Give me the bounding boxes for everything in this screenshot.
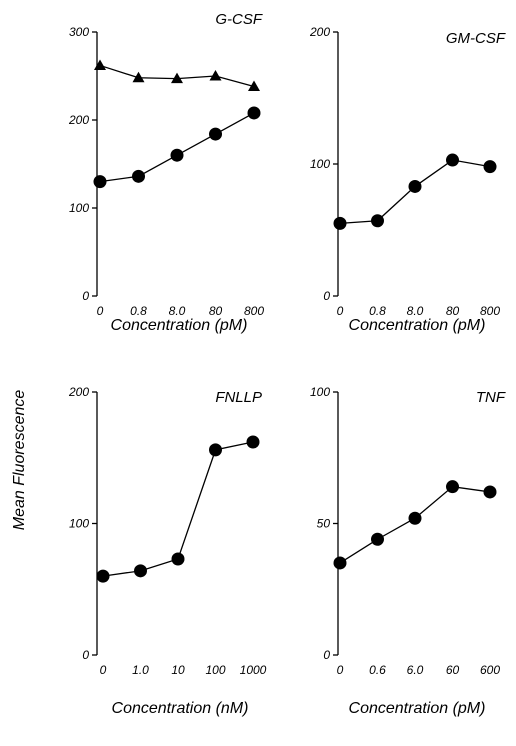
panel-title: FNLLP bbox=[215, 389, 262, 406]
data-point-circle bbox=[483, 160, 497, 174]
data-point-circle bbox=[209, 127, 222, 141]
x-tick-label: 80 bbox=[446, 304, 460, 318]
x-tick-label: 0.6 bbox=[369, 663, 386, 677]
y-tick-label: 0 bbox=[82, 289, 89, 303]
x-tick-label: 0 bbox=[337, 304, 344, 318]
data-point-triangle bbox=[209, 70, 222, 81]
y-tick-label: 200 bbox=[68, 385, 89, 399]
x-tick-label: 1.0 bbox=[132, 663, 149, 677]
data-point-triangle bbox=[94, 59, 106, 70]
x-axis-title: Concentration (pM) bbox=[349, 700, 486, 717]
x-tick-label: 0.8 bbox=[130, 304, 147, 318]
x-axis-title: Concentration (pM) bbox=[111, 317, 248, 334]
y-tick-label: 0 bbox=[323, 289, 330, 303]
x-tick-label: 80 bbox=[209, 304, 223, 318]
x-tick-label: 6.0 bbox=[407, 663, 424, 677]
data-point-circle bbox=[371, 214, 384, 228]
data-point-circle bbox=[132, 169, 145, 183]
x-tick-label: 600 bbox=[480, 663, 500, 677]
x-tick-label: 800 bbox=[480, 304, 500, 318]
x-tick-label: 10 bbox=[171, 663, 185, 677]
data-point-circle bbox=[408, 511, 422, 525]
y-tick-label: 100 bbox=[69, 517, 89, 531]
data-point-triangle bbox=[132, 71, 145, 83]
data-point-circle bbox=[171, 552, 185, 566]
x-tick-label: 8.0 bbox=[407, 304, 424, 318]
y-tick-label: 50 bbox=[317, 517, 331, 531]
x-tick-label: 800 bbox=[244, 304, 264, 318]
data-point-circle bbox=[446, 480, 459, 494]
shared-y-axis-label: Mean Fluorescence bbox=[11, 390, 28, 531]
x-tick-label: 0 bbox=[97, 304, 104, 318]
x-tick-label: 1000 bbox=[240, 663, 267, 677]
data-point-circle bbox=[170, 148, 184, 162]
x-tick-label: 100 bbox=[205, 663, 225, 677]
panel-2: 0 100 200 0 1.0 10 100 1000 Concentration (nM) FN… bbox=[68, 385, 267, 717]
panel-title: GM-CSF bbox=[446, 30, 506, 47]
x-tick-label: 60 bbox=[446, 663, 460, 677]
panel-title: G-CSF bbox=[215, 11, 263, 28]
x-axis-title: Concentration (nM) bbox=[112, 700, 249, 717]
y-tick-label: 200 bbox=[309, 25, 330, 39]
data-point-circle bbox=[209, 443, 222, 457]
data-point-circle bbox=[371, 532, 384, 546]
data-point-circle bbox=[96, 569, 110, 583]
data-point-triangle bbox=[248, 80, 260, 92]
data-point-triangle bbox=[171, 72, 183, 84]
data-point-circle bbox=[408, 179, 422, 193]
x-tick-label: 0 bbox=[100, 663, 107, 677]
x-tick-label: 8.0 bbox=[169, 304, 186, 318]
y-tick-label: 100 bbox=[310, 385, 330, 399]
series-line bbox=[99, 112, 255, 183]
y-tick-label: 0 bbox=[323, 648, 330, 662]
x-tick-label: 0.8 bbox=[369, 304, 386, 318]
y-tick-label: 100 bbox=[69, 201, 89, 215]
data-point-circle bbox=[246, 435, 260, 449]
data-point-circle bbox=[446, 153, 459, 167]
series-line bbox=[339, 485, 491, 564]
data-point-circle bbox=[333, 216, 347, 230]
data-point-circle bbox=[93, 175, 107, 189]
y-tick-label: 0 bbox=[82, 648, 89, 662]
data-point-circle bbox=[247, 106, 261, 120]
y-tick-label: 300 bbox=[69, 25, 89, 39]
panel-title: TNF bbox=[476, 389, 506, 406]
y-tick-label: 100 bbox=[310, 157, 330, 171]
data-point-circle bbox=[483, 485, 497, 499]
data-point-circle bbox=[333, 556, 347, 570]
panel-3: 0 50 100 0 0.6 6.0 60 600 Concentration (pM) TNF bbox=[310, 385, 506, 717]
y-tick-label: 200 bbox=[68, 113, 89, 127]
x-tick-label: 0 bbox=[337, 663, 344, 677]
data-point-circle bbox=[134, 564, 147, 578]
x-axis-title: Concentration (pM) bbox=[349, 317, 486, 334]
